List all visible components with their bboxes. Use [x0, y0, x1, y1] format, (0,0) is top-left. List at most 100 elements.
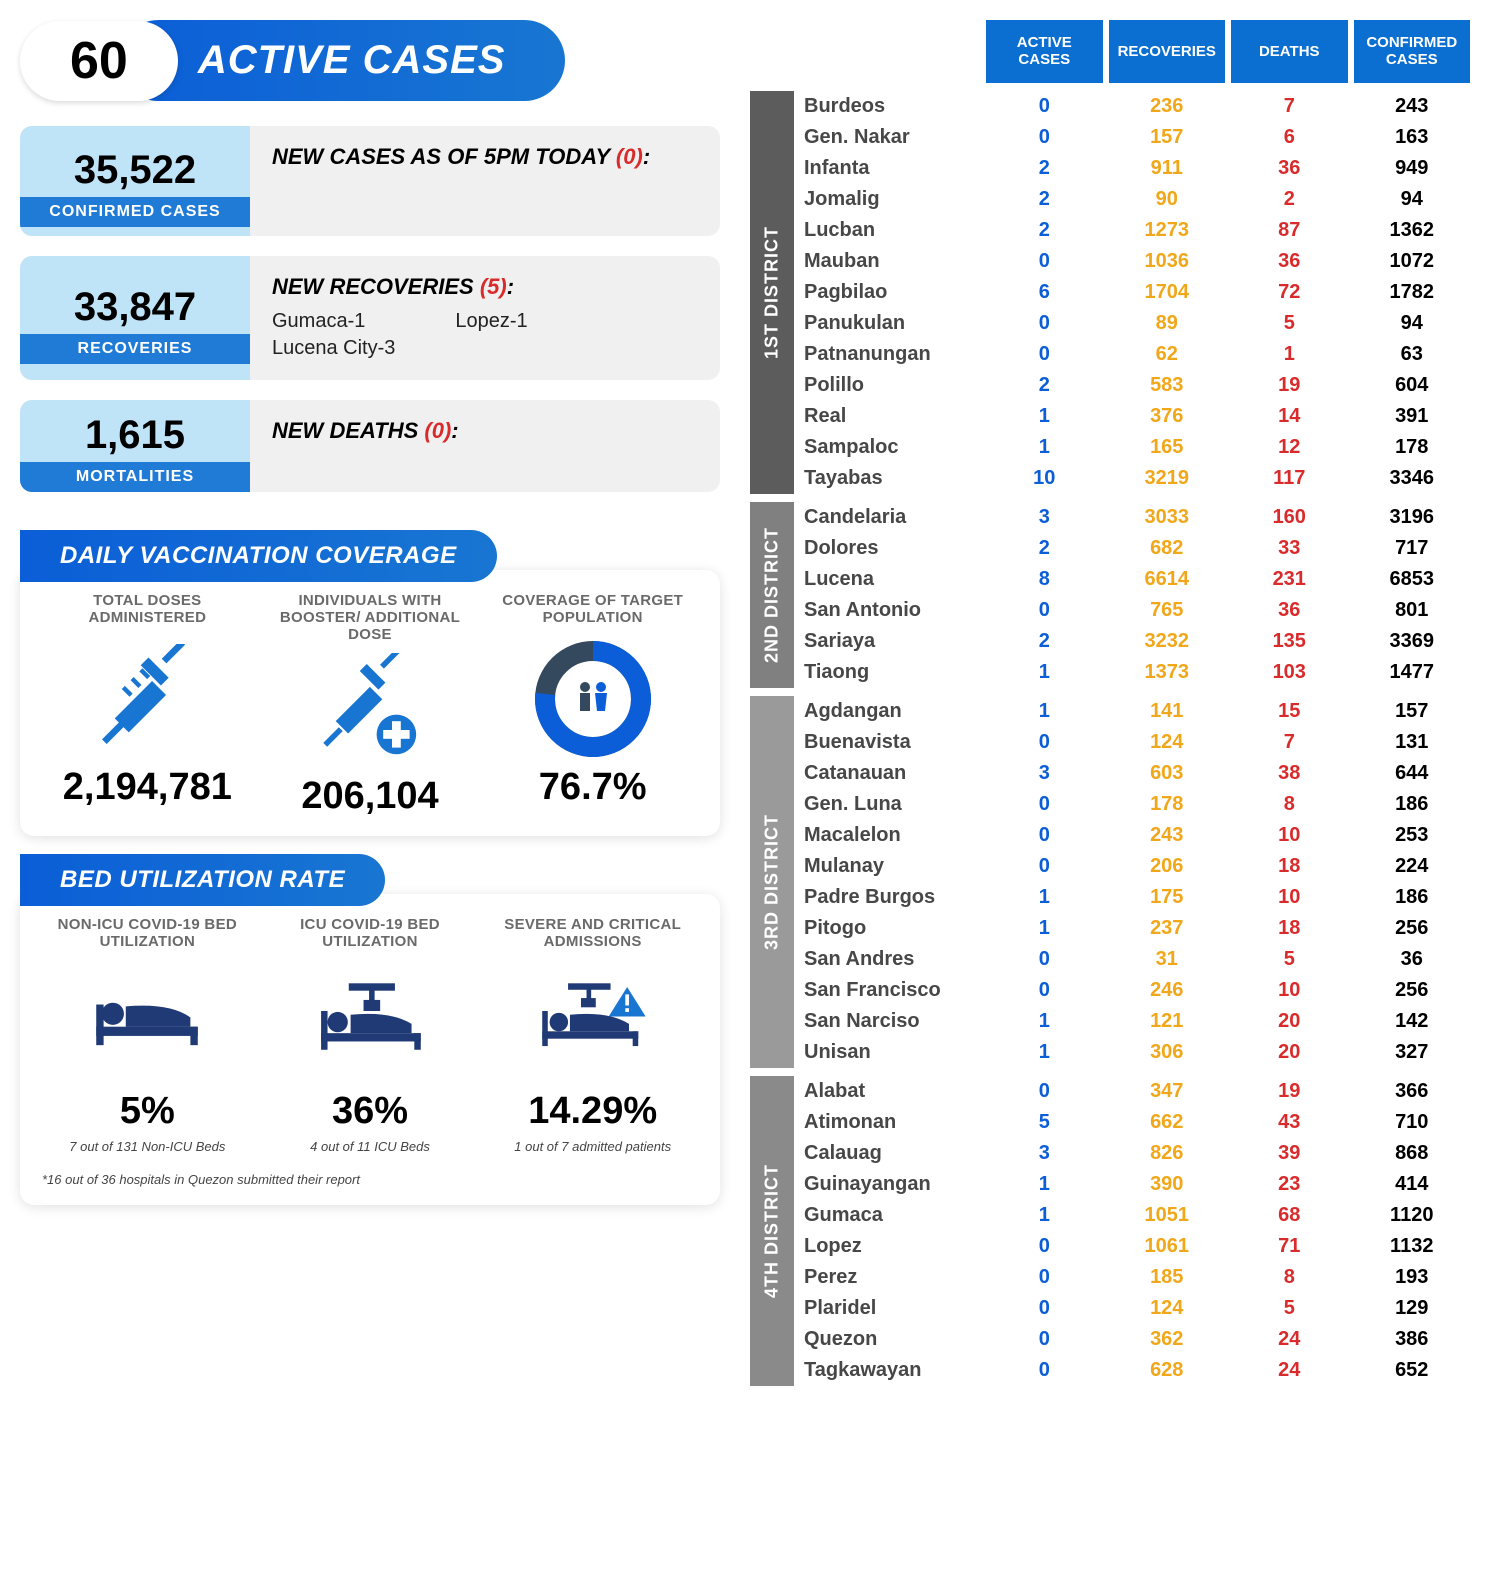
table-cell: 165 [1109, 432, 1226, 463]
table-column: AgdanganBuenavistaCatanauanGen. LunaMaca… [800, 696, 980, 1068]
district-block: 4TH DISTRICTAlabatAtimonanCalauagGuinaya… [750, 1076, 1470, 1386]
active-cases-header: 60 ACTIVE CASES [20, 20, 720, 101]
table-cell: 129 [1354, 1293, 1471, 1324]
table-cell: 868 [1354, 1138, 1471, 1169]
table-cell: Gen. Nakar [800, 122, 980, 153]
table-cell: 0 [986, 1262, 1103, 1293]
table-cell: 0 [986, 1324, 1103, 1355]
table-cell: 256 [1354, 975, 1471, 1006]
th-confirmed: CONFIRMED CASES [1354, 20, 1471, 83]
confirmed-title: NEW CASES AS OF 5PM TODAY (0): [272, 144, 698, 170]
table-cell: 2 [1231, 184, 1348, 215]
header-spacer-1 [750, 20, 794, 83]
table-cell: 36 [1354, 944, 1471, 975]
table-cell: 24 [1231, 1324, 1348, 1355]
table-column: 7636287367251191412117 [1231, 91, 1348, 494]
table-cell: 3346 [1354, 463, 1471, 494]
table-cell: 131 [1354, 727, 1471, 758]
vax-coverage-title: COVERAGE OF TARGET POPULATION [487, 592, 698, 634]
table-cell: 33 [1231, 533, 1348, 564]
confirmed-label: CONFIRMED CASES [20, 197, 250, 227]
table-cell: 5 [1231, 944, 1348, 975]
table-cell: Gen. Luna [800, 789, 980, 820]
table-cell: 1 [986, 696, 1103, 727]
districts-container: 1ST DISTRICTBurdeosGen. NakarInfantaJoma… [750, 91, 1470, 1386]
table-cell: 414 [1354, 1169, 1471, 1200]
table-cell: 1 [986, 1037, 1103, 1068]
table-cell: 0 [986, 595, 1103, 626]
table-cell: Candelaria [800, 502, 980, 533]
table-cell: 911 [1109, 153, 1226, 184]
vax-col-booster: INDIVIDUALS WITH BOOSTER/ ADDITIONAL DOS… [265, 592, 476, 818]
table-cell: 1 [986, 1200, 1103, 1231]
table-cell: 1 [986, 401, 1103, 432]
mortalities-paren: (0) [424, 418, 451, 443]
table-cell: 682 [1109, 533, 1226, 564]
table-cell: Catanauan [800, 758, 980, 789]
table-cell: 121 [1109, 1006, 1226, 1037]
table-cell: Quezon [800, 1324, 980, 1355]
table-cell: 253 [1354, 820, 1471, 851]
mortalities-left: 1,615 MORTALITIES [20, 400, 250, 492]
table-cell: 390 [1109, 1169, 1226, 1200]
table-cell: San Narciso [800, 1006, 980, 1037]
table-cell: 36 [1231, 153, 1348, 184]
table-cell: 94 [1354, 184, 1471, 215]
table-cell: Jomalig [800, 184, 980, 215]
recoveries-paren: (5) [480, 274, 507, 299]
table-cell: Pitogo [800, 913, 980, 944]
table-cell: 710 [1354, 1107, 1471, 1138]
table-cell: 135 [1231, 626, 1348, 657]
table-cell: 72 [1231, 277, 1348, 308]
table-cell: 36 [1231, 246, 1348, 277]
table-cell: 0 [986, 944, 1103, 975]
table-cell: Plaridel [800, 1293, 980, 1324]
mortalities-label: MORTALITIES [20, 462, 250, 492]
bed-card: NON-ICU COVID-19 BED UTILIZATION 5% 7 ou… [20, 894, 720, 1205]
bed-nonicu-sub: 7 out of 131 Non-ICU Beds [69, 1139, 225, 1154]
table-cell: 1120 [1354, 1200, 1471, 1231]
table-cell: 10 [1231, 882, 1348, 913]
table-cell: 0 [986, 1293, 1103, 1324]
vax-doses-title: TOTAL DOSES ADMINISTERED [42, 592, 253, 634]
table-cell: 1273 [1109, 215, 1226, 246]
table-cell: 7 [1231, 727, 1348, 758]
table-column: 00222060021110 [986, 91, 1103, 494]
table-cell: Buenavista [800, 727, 980, 758]
table-column: 36671086841411201132193129386652 [1354, 1076, 1471, 1386]
table-cell: 2 [986, 215, 1103, 246]
table-cell: 10 [986, 463, 1103, 494]
table-cell: 185 [1109, 1262, 1226, 1293]
table-cell: Padre Burgos [800, 882, 980, 913]
table-cell: 24 [1231, 1355, 1348, 1386]
table-cell: Macalelon [800, 820, 980, 851]
mortalities-right: NEW DEATHS (0): [250, 400, 720, 492]
recoveries-title: NEW RECOVERIES (5): [272, 274, 698, 300]
table-cell: 0 [986, 122, 1103, 153]
table-cell: 1 [986, 432, 1103, 463]
active-cases-label: ACTIVE CASES [118, 20, 566, 101]
th-active: ACTIVE CASES [986, 20, 1103, 83]
table-cell: Sampaloc [800, 432, 980, 463]
table-cell: 6 [986, 277, 1103, 308]
table-cell: 163 [1354, 122, 1471, 153]
table-cell: 18 [1231, 851, 1348, 882]
district-table: ACTIVE CASES RECOVERIES DEATHS CONFIRMED… [750, 20, 1470, 1386]
table-cell: 193 [1354, 1262, 1471, 1293]
vax-booster-value: 206,104 [301, 775, 438, 818]
table-cell: Agdangan [800, 696, 980, 727]
table-cell: Alabat [800, 1076, 980, 1107]
table-cell: 94 [1354, 308, 1471, 339]
table-cell: Burdeos [800, 91, 980, 122]
table-cell: 1051 [1109, 1200, 1226, 1231]
table-cell: 1036 [1109, 246, 1226, 277]
table-column: AlabatAtimonanCalauagGuinayanganGumacaLo… [800, 1076, 980, 1386]
table-cell: 38 [1231, 758, 1348, 789]
th-recoveries: RECOVERIES [1109, 20, 1226, 83]
table-cell: 43 [1231, 1107, 1348, 1138]
vax-booster-title: INDIVIDUALS WITH BOOSTER/ ADDITIONAL DOS… [265, 592, 476, 643]
table-cell: 1 [986, 1006, 1103, 1037]
table-column: 1603323136135103 [1231, 502, 1348, 688]
table-cell: Perez [800, 1262, 980, 1293]
table-column: 3196717685380133691477 [1354, 502, 1471, 688]
